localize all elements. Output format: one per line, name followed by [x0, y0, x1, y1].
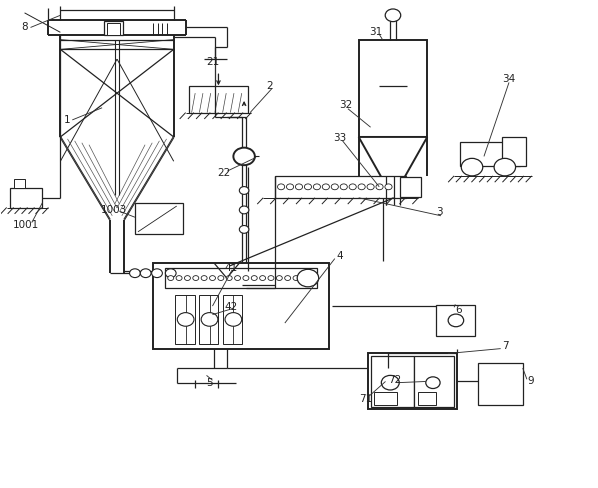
- Circle shape: [239, 186, 249, 194]
- Circle shape: [286, 184, 294, 190]
- Bar: [153, 264, 329, 348]
- Text: 2: 2: [266, 81, 273, 91]
- Text: 21: 21: [206, 57, 220, 66]
- Text: 1: 1: [63, 115, 70, 125]
- Bar: [10, 188, 42, 207]
- Bar: [418, 392, 435, 405]
- Circle shape: [295, 184, 303, 190]
- Polygon shape: [359, 137, 428, 185]
- Bar: [478, 363, 523, 405]
- Circle shape: [152, 269, 163, 278]
- Text: 34: 34: [502, 74, 515, 83]
- Text: 71: 71: [359, 394, 372, 404]
- Text: 5: 5: [206, 378, 213, 387]
- Circle shape: [367, 184, 374, 190]
- Circle shape: [260, 276, 266, 281]
- Circle shape: [193, 276, 199, 281]
- Circle shape: [141, 269, 151, 278]
- Bar: [107, 22, 120, 35]
- Circle shape: [461, 159, 483, 176]
- Circle shape: [243, 276, 249, 281]
- Circle shape: [376, 184, 383, 190]
- Circle shape: [218, 276, 224, 281]
- Bar: [222, 295, 242, 344]
- Text: 3: 3: [436, 207, 443, 217]
- Circle shape: [349, 184, 356, 190]
- Circle shape: [277, 184, 285, 190]
- Circle shape: [226, 276, 232, 281]
- Circle shape: [201, 276, 207, 281]
- Bar: [188, 86, 248, 113]
- Circle shape: [313, 184, 321, 190]
- Text: 33: 33: [334, 133, 347, 143]
- Text: 8: 8: [22, 22, 28, 33]
- Circle shape: [130, 269, 141, 278]
- Circle shape: [382, 375, 399, 390]
- Circle shape: [448, 314, 463, 327]
- Text: 4: 4: [336, 251, 343, 261]
- Circle shape: [176, 276, 182, 281]
- Circle shape: [340, 184, 347, 190]
- Circle shape: [426, 377, 440, 388]
- Circle shape: [239, 206, 249, 214]
- Circle shape: [239, 225, 249, 233]
- Circle shape: [177, 313, 194, 326]
- Bar: [275, 176, 407, 198]
- Circle shape: [201, 313, 218, 326]
- Circle shape: [331, 184, 338, 190]
- Circle shape: [225, 313, 242, 326]
- Circle shape: [233, 148, 255, 165]
- Circle shape: [322, 184, 329, 190]
- Bar: [374, 392, 398, 405]
- Bar: [371, 356, 414, 407]
- Text: 31: 31: [370, 27, 383, 37]
- Bar: [401, 177, 422, 197]
- Text: 6: 6: [455, 305, 462, 315]
- Text: 32: 32: [339, 101, 352, 110]
- Bar: [368, 353, 457, 409]
- Bar: [175, 295, 194, 344]
- Bar: [436, 305, 475, 336]
- Circle shape: [251, 276, 257, 281]
- Text: 22: 22: [217, 168, 230, 179]
- Bar: [14, 179, 25, 188]
- Circle shape: [385, 184, 392, 190]
- Bar: [359, 40, 428, 137]
- Circle shape: [285, 276, 291, 281]
- Bar: [104, 21, 123, 35]
- Text: 1001: 1001: [13, 220, 39, 229]
- Circle shape: [358, 184, 365, 190]
- Circle shape: [297, 269, 319, 287]
- Circle shape: [304, 184, 312, 190]
- Bar: [460, 142, 520, 166]
- Bar: [414, 356, 454, 407]
- Bar: [502, 137, 526, 166]
- Text: 42: 42: [224, 302, 237, 312]
- Text: 1003: 1003: [101, 205, 127, 215]
- Circle shape: [293, 276, 299, 281]
- Circle shape: [184, 276, 190, 281]
- Text: 7: 7: [502, 341, 508, 351]
- Circle shape: [209, 276, 215, 281]
- Text: 9: 9: [527, 376, 534, 386]
- Circle shape: [276, 276, 282, 281]
- Text: 41: 41: [224, 264, 237, 273]
- Text: 72: 72: [389, 375, 402, 385]
- Bar: [135, 203, 182, 234]
- Circle shape: [494, 159, 515, 176]
- Circle shape: [385, 9, 401, 21]
- Bar: [199, 295, 218, 344]
- Circle shape: [234, 276, 240, 281]
- Circle shape: [166, 269, 176, 278]
- Circle shape: [268, 276, 274, 281]
- Circle shape: [168, 276, 173, 281]
- Bar: [165, 268, 317, 288]
